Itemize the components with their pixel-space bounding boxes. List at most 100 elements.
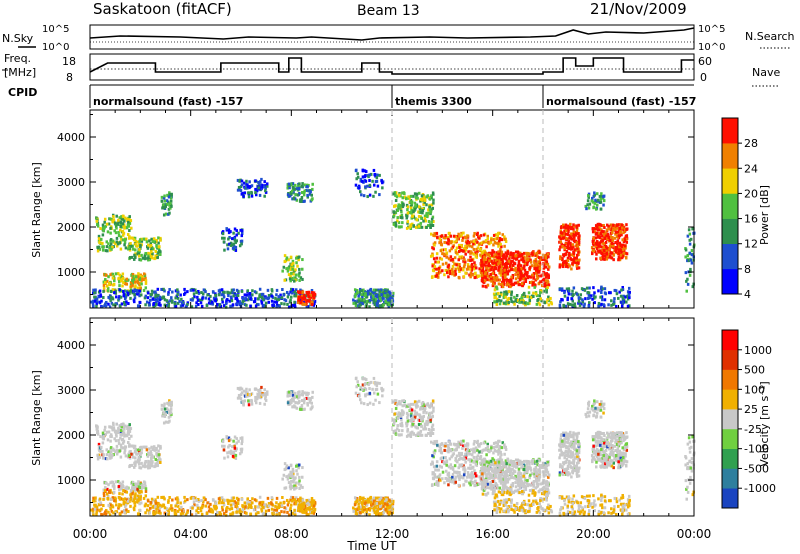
range-cell — [138, 289, 142, 293]
range-cell — [299, 300, 303, 304]
range-cell — [570, 253, 573, 257]
range-cell — [148, 464, 151, 468]
range-cell — [394, 199, 398, 203]
range-cell — [128, 456, 132, 460]
range-cell — [394, 221, 397, 225]
range-cell — [285, 464, 289, 468]
range-cell — [237, 185, 241, 189]
range-cell — [593, 227, 597, 231]
range-cell — [577, 260, 580, 264]
range-cell — [519, 276, 522, 280]
range-cell — [586, 291, 590, 295]
range-cell — [238, 452, 242, 456]
range-cell — [307, 290, 311, 294]
range-cell — [289, 300, 292, 304]
range-cell — [114, 231, 118, 235]
range-cell — [123, 226, 126, 230]
range-cell — [260, 385, 263, 389]
range-cell — [525, 254, 529, 258]
range-cell — [121, 233, 125, 237]
range-cell — [496, 234, 500, 238]
range-cell — [621, 238, 624, 242]
range-cell — [475, 252, 479, 256]
range-cell — [311, 187, 314, 191]
range-cell — [192, 500, 196, 504]
range-cell — [532, 276, 535, 280]
range-cell — [469, 251, 472, 255]
range-cell — [287, 292, 290, 296]
range-cell — [142, 288, 146, 292]
range-cell — [507, 261, 511, 265]
range-cell — [516, 264, 520, 268]
range-cell — [214, 502, 218, 506]
range-cell — [258, 501, 261, 505]
range-cell — [686, 277, 689, 281]
range-cell — [372, 168, 376, 172]
range-cell — [432, 257, 436, 261]
range-cell — [579, 296, 582, 300]
range-cell — [481, 277, 484, 281]
range-cell — [134, 484, 138, 488]
range-cell — [93, 295, 96, 299]
range-cell — [94, 496, 97, 500]
range-cell — [303, 502, 306, 506]
range-cell — [167, 513, 170, 517]
range-cell — [412, 194, 415, 198]
range-cell — [596, 222, 600, 226]
range-cell — [138, 300, 142, 304]
range-cell — [505, 264, 508, 268]
range-cell — [93, 503, 96, 507]
range-cell — [165, 407, 169, 411]
range-cell — [598, 241, 602, 245]
range-cell — [223, 444, 226, 448]
range-cell — [117, 426, 120, 430]
range-cell — [237, 497, 240, 501]
range-cell — [531, 253, 534, 257]
range-cell — [144, 487, 148, 491]
range-cell — [528, 254, 531, 258]
range-cell — [151, 448, 154, 452]
range-cell — [168, 193, 172, 197]
range-cell — [612, 253, 615, 257]
range-cell — [466, 234, 470, 238]
range-cell — [108, 246, 111, 250]
range-cell — [292, 480, 295, 484]
range-cell — [577, 253, 580, 257]
range-cell — [228, 450, 231, 454]
range-cell — [462, 247, 466, 251]
range-cell — [145, 508, 149, 512]
range-cell — [354, 292, 357, 296]
range-cell — [506, 298, 509, 302]
range-cell — [121, 272, 125, 276]
range-cell — [366, 292, 370, 296]
range-cell — [599, 295, 602, 299]
range-cell — [567, 292, 571, 296]
range-cell — [194, 496, 197, 500]
range-cell — [518, 271, 521, 275]
range-cell — [612, 258, 615, 262]
range-cell — [566, 256, 570, 260]
range-cell — [595, 252, 598, 256]
range-cell — [286, 193, 290, 197]
range-cell — [132, 279, 136, 283]
range-cell — [448, 269, 452, 273]
range-cell — [240, 442, 244, 446]
range-cell — [122, 439, 126, 443]
range-cell — [620, 223, 624, 227]
range-cell — [123, 219, 126, 223]
range-cell — [458, 265, 462, 269]
range-cell — [374, 190, 377, 194]
range-cell — [123, 238, 127, 242]
range-cell — [383, 300, 386, 304]
range-cell — [568, 253, 571, 257]
range-cell — [170, 400, 173, 404]
range-cell — [154, 250, 158, 254]
range-cell — [603, 254, 607, 258]
range-cell — [495, 276, 499, 280]
range-cell — [119, 429, 123, 433]
range-cell — [605, 252, 609, 256]
range-cell — [498, 258, 501, 262]
range-cell — [572, 223, 575, 227]
range-cell — [612, 302, 615, 306]
range-cell — [118, 288, 122, 292]
